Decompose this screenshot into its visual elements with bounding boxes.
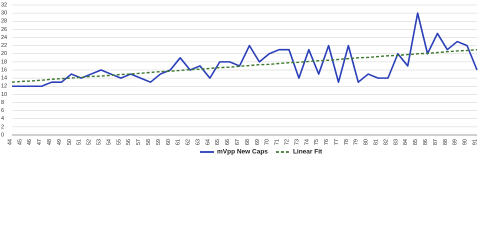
y-tick-label: 30 (1, 11, 7, 17)
y-tick-label: 0 (1, 132, 4, 138)
y-tick-label: 24 (1, 35, 7, 41)
x-tick-label: 80 (364, 139, 370, 145)
x-tick-label: 78 (344, 139, 350, 145)
x-tick-label: 91 (472, 139, 478, 145)
y-tick-label: 4 (1, 116, 4, 122)
y-tick-label: 16 (1, 67, 7, 73)
y-tick-label: 12 (1, 84, 7, 90)
x-tick-label: 57 (136, 139, 142, 145)
y-tick-label: 28 (1, 19, 7, 25)
y-tick-label: 20 (1, 51, 7, 57)
x-tick-label: 64 (205, 139, 211, 145)
y-tick-label: 6 (1, 108, 4, 114)
y-tick-label: 22 (1, 43, 7, 49)
x-tick-label: 45 (17, 139, 23, 145)
x-tick-label: 58 (146, 139, 152, 145)
x-tick-label: 46 (27, 139, 33, 145)
x-tick-label: 79 (354, 139, 360, 145)
x-tick-label: 84 (403, 139, 409, 145)
y-tick-label: 26 (1, 27, 7, 33)
x-tick-label: 47 (37, 139, 43, 145)
x-tick-label: 76 (324, 139, 330, 145)
y-tick-label: 2 (1, 124, 4, 130)
legend-label: Linear Fit (293, 149, 323, 156)
x-tick-label: 86 (423, 139, 429, 145)
y-tick-label: 10 (1, 92, 7, 98)
x-tick-label: 72 (284, 139, 290, 145)
x-tick-label: 54 (106, 139, 112, 145)
series-line (12, 12, 478, 88)
x-tick-label: 89 (453, 139, 459, 145)
x-tick-label: 65 (215, 139, 221, 145)
y-tick-label: 18 (1, 59, 7, 65)
legend-label: mVpp New Caps (217, 149, 268, 156)
y-tick-label: 8 (1, 100, 4, 106)
x-tick-label: 60 (166, 139, 172, 145)
x-tick-label: 49 (57, 139, 63, 145)
x-tick-label: 59 (156, 139, 162, 145)
x-tick-label: 62 (186, 139, 192, 145)
x-tick-label: 85 (413, 139, 419, 145)
y-tick-label: 14 (1, 76, 7, 82)
x-tick-label: 77 (334, 139, 340, 145)
x-tick-label: 48 (47, 139, 53, 145)
y-tick-label: 32 (1, 2, 7, 8)
x-tick-label: 82 (383, 139, 389, 145)
x-tick-label: 63 (195, 139, 201, 145)
x-tick-label: 73 (294, 139, 300, 145)
series-line (11, 48, 478, 83)
x-tick-label: 88 (443, 139, 449, 145)
x-tick-label: 56 (126, 139, 132, 145)
x-tick-label: 87 (433, 139, 439, 145)
x-tick-label: 83 (393, 139, 399, 145)
x-tick-label: 71 (275, 139, 281, 145)
x-tick-label: 69 (255, 139, 261, 145)
x-tick-label: 51 (77, 139, 83, 145)
x-tick-label: 90 (463, 139, 469, 145)
page: 0 2 4 6 8 10 12 14 16 18 20 22 24 26 28 30 32 44 45 46 47 48 4… (1, 2, 479, 156)
x-tick-label: 67 (235, 139, 241, 145)
x-tick-label: 61 (176, 139, 182, 145)
x-tick-label: 53 (96, 139, 102, 145)
x-tick-label: 44 (7, 139, 13, 145)
x-tick-label: 68 (245, 139, 251, 145)
x-tick-label: 81 (374, 139, 380, 145)
x-tick-label: 55 (116, 139, 122, 145)
x-tick-label: 75 (314, 139, 320, 145)
x-tick-label: 70 (265, 139, 271, 145)
x-tick-label: 52 (87, 139, 93, 145)
x-tick-label: 66 (225, 139, 231, 145)
x-tick-label: 74 (304, 139, 310, 145)
x-tick-label: 50 (67, 139, 73, 145)
